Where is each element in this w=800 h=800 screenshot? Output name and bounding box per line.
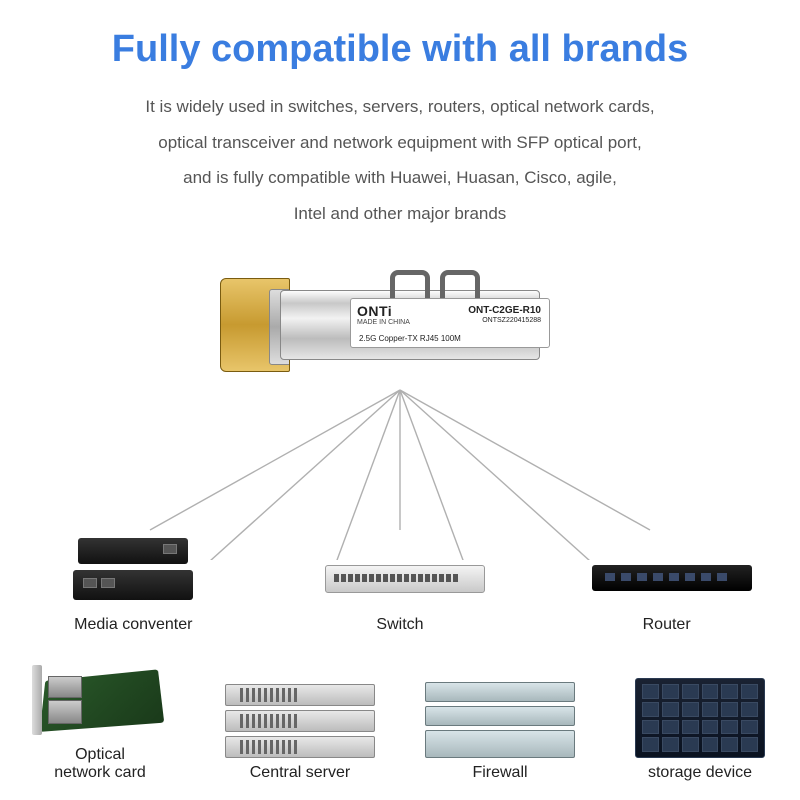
sfp-label-sticker: ONTi MADE IN CHINA ONT-C2GE-R10 ONTSZ220… (350, 298, 550, 348)
label-brand: ONTi (357, 303, 392, 319)
device-label: storage device (610, 764, 790, 782)
device-switch: Switch (310, 530, 490, 634)
device-label: Router (577, 616, 757, 634)
desc-line: It is widely used in switches, servers, … (40, 89, 760, 125)
device-row-1: Media conventer Switch Router (0, 530, 800, 634)
media-converter-icon (53, 530, 213, 610)
central-server-icon (220, 678, 380, 758)
device-optical-card: Optical network card (10, 660, 190, 782)
label-serial: ONTSZ220415288 (482, 317, 541, 324)
device-router: Router (577, 530, 757, 634)
device-label: Optical network card (10, 746, 190, 782)
device-label: Switch (310, 616, 490, 634)
router-icon (587, 530, 747, 610)
sfp-module: ONTi MADE IN CHINA ONT-C2GE-R10 ONTSZ220… (220, 260, 580, 390)
desc-line: and is fully compatible with Huawei, Hua… (40, 160, 760, 196)
optical-card-icon (20, 660, 180, 740)
device-label: Media conventer (43, 616, 223, 634)
label-spec: 2.5G Copper-TX RJ45 100M (359, 334, 461, 343)
description-block: It is widely used in switches, servers, … (0, 89, 800, 252)
storage-icon (620, 678, 780, 758)
device-media-converter: Media conventer (43, 530, 223, 634)
device-central-server: Central server (210, 678, 390, 782)
device-storage: storage device (610, 678, 790, 782)
device-label: Central server (210, 764, 390, 782)
device-firewall: Firewall (410, 678, 590, 782)
sfp-latch (390, 270, 480, 300)
label-model: ONT-C2GE-R10 (468, 305, 541, 316)
device-row-2: Optical network card Central server Fire… (0, 660, 800, 782)
desc-line: optical transceiver and network equipmen… (40, 125, 760, 161)
desc-line: Intel and other major brands (40, 196, 760, 232)
switch-icon (320, 530, 480, 610)
firewall-icon (420, 678, 580, 758)
device-label: Firewall (410, 764, 590, 782)
page-title: Fully compatible with all brands (0, 0, 800, 89)
